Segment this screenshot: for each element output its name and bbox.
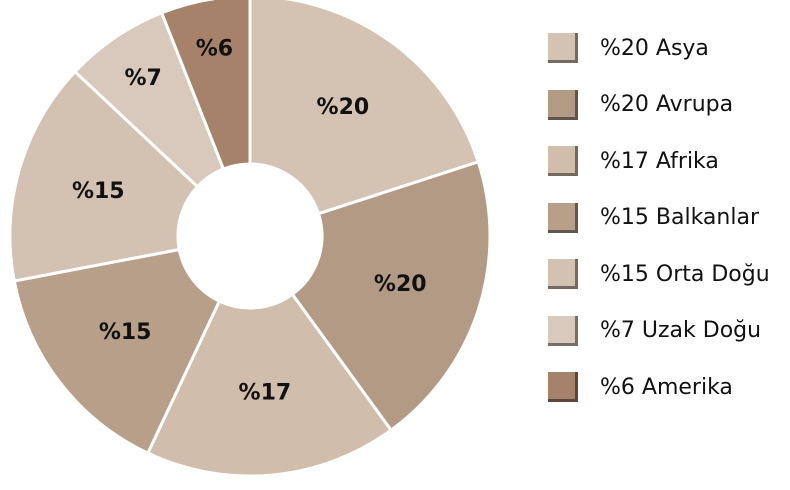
chart-legend: %20 Asya %20 Avrupa %17 Afrika %15 Balka…	[548, 28, 770, 424]
legend-label-asya: %20 Asya	[600, 35, 709, 61]
legend-swatch-orta-dogu	[548, 259, 578, 289]
legend-swatch-amerika	[548, 372, 578, 402]
donut-chart: %20 %20 %17 %15 %15 %7 %6	[8, 0, 492, 478]
legend-label-orta-dogu: %15 Orta Doğu	[600, 261, 770, 287]
legend-item-asya: %20 Asya	[548, 28, 770, 68]
legend-label-amerika: %6 Amerika	[600, 374, 733, 400]
slice-label-balkanlar: %15	[99, 320, 152, 345]
legend-swatch-afrika	[548, 146, 578, 176]
legend-label-balkanlar: %15 Balkanlar	[600, 205, 759, 230]
slice-afrika	[145, 292, 394, 478]
legend-item-afrika: %17 Afrika	[548, 141, 770, 181]
slice-asya	[248, 0, 481, 216]
legend-label-uzak-dogu: %7 Uzak Doğu	[600, 318, 762, 343]
legend-item-amerika: %6 Amerika	[548, 367, 770, 407]
slice-avrupa	[290, 159, 492, 433]
legend-swatch-balkanlar	[548, 202, 578, 233]
legend-item-orta-dogu: %15 Orta Doğu	[548, 254, 770, 294]
slice-label-afrika: %17	[239, 380, 292, 405]
slice-balkanlar	[12, 247, 222, 456]
legend-item-balkanlar: %15 Balkanlar	[548, 198, 770, 238]
slice-label-amerika: %6	[196, 36, 233, 61]
slice-orta-dogu	[8, 69, 200, 283]
legend-item-avrupa: %20 Avrupa	[548, 85, 770, 125]
slice-amerika	[159, 0, 252, 172]
legend-swatch-avrupa	[548, 89, 578, 120]
slice-label-orta-dogu: %15	[72, 179, 125, 204]
legend-label-afrika: %17 Afrika	[600, 148, 719, 174]
legend-swatch-uzak-dogu	[548, 315, 578, 346]
slice-label-uzak-dogu: %7	[125, 66, 162, 91]
legend-swatch-asya	[548, 33, 578, 63]
legend-item-uzak-dogu: %7 Uzak Doğu	[548, 311, 770, 351]
slice-label-avrupa: %20	[374, 272, 427, 297]
legend-label-avrupa: %20 Avrupa	[600, 92, 734, 117]
slice-label-asya: %20	[317, 95, 370, 120]
